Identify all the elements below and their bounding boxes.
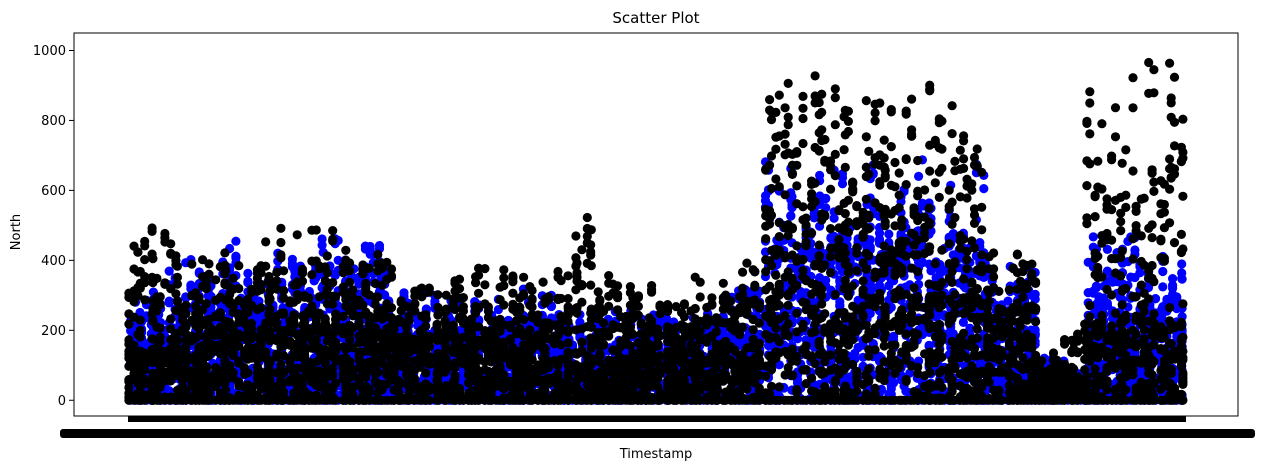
scatter-point [152,273,162,283]
scatter-point [1158,282,1168,292]
scatter-point [1158,266,1168,277]
scatter-point [135,315,145,325]
scatter-point [172,279,182,289]
scatter-point [215,309,225,319]
scatter-point [815,170,825,180]
scatter-point [204,259,214,269]
scatter-point [1177,274,1187,284]
scatter-point [1088,232,1098,242]
scatter-point [234,283,244,294]
scatter-point [181,300,191,310]
scatter-point [135,325,145,335]
chart-title: Scatter Plot [612,9,699,27]
scatter-point [228,273,238,283]
scatter-point [140,295,150,305]
scatter-point [287,254,297,264]
scatter-point [140,278,150,288]
scatter-point [317,234,327,244]
scatter-point [211,275,221,285]
scatter-point [172,261,182,271]
scatter-point [201,299,212,309]
scatter-point [821,193,831,203]
scatter-point [140,360,150,370]
scatter-point [365,241,375,252]
scatter-point [261,261,271,271]
scatter-point [256,303,266,313]
scatter-point [187,259,197,269]
scatter-point [979,184,989,194]
scatter-point [166,239,176,249]
scatter-point [166,314,176,324]
scatter-point [914,171,924,181]
scatter-point [1168,274,1178,284]
scatter-point [1177,259,1187,269]
scatter-point [256,285,266,295]
scatter-point [374,241,385,251]
scatter-point [140,255,150,265]
scatter-point [837,179,848,189]
scatter-point [243,268,253,278]
scatter-point [140,236,150,246]
scatter-point [147,223,157,233]
scatter-point [231,236,241,246]
scatter-point [220,265,231,275]
scatter-point [155,332,165,342]
scatter-point [201,363,212,373]
scatter-point [829,213,839,223]
scatter-point [164,266,174,276]
scatter-point [148,254,158,264]
scatter-point [181,308,191,318]
scatter-point [246,324,257,334]
scatter-point [234,261,244,271]
plot-area [124,57,1188,405]
scatter-point [243,368,253,378]
scatter-point [194,293,204,303]
scatter-point [231,251,241,261]
scatter-point [220,248,230,258]
scatter-point [160,228,170,239]
scatter-point [171,251,181,261]
scatter-point [399,288,409,298]
scatter-point [1172,292,1182,302]
scatter-point [786,211,796,221]
scatter-point [164,298,174,308]
scatter-point [884,229,894,239]
scatter-point [155,323,165,333]
scatter-point [155,292,165,302]
